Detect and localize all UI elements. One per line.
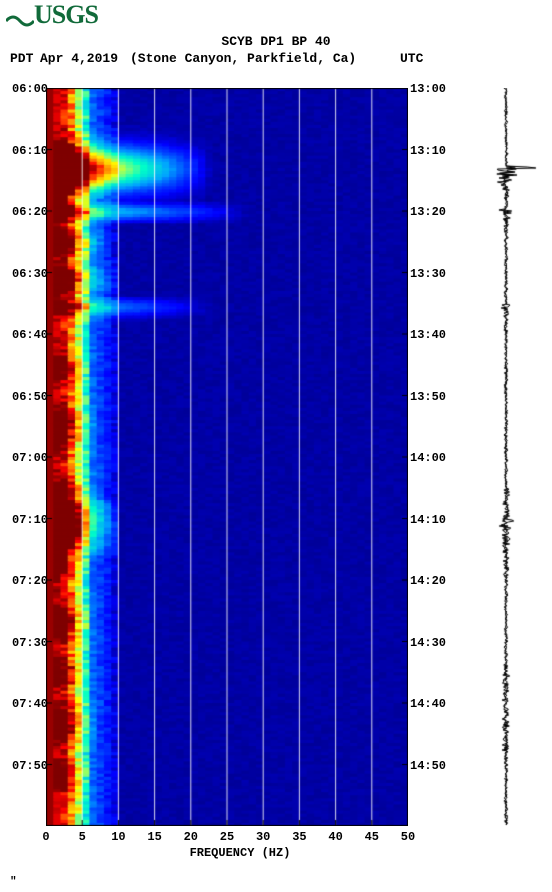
- left-time-tick: 07:50: [12, 759, 44, 773]
- right-time-tick: 13:50: [410, 390, 446, 404]
- left-time-tick: 06:30: [12, 267, 44, 281]
- right-time-tick: 14:40: [410, 697, 446, 711]
- right-time-tick: 13:10: [410, 144, 446, 158]
- left-time-tick: 07:10: [12, 513, 44, 527]
- left-time-tick: 06:10: [12, 144, 44, 158]
- x-axis-tick: 20: [179, 830, 203, 844]
- spectrogram-canvas: [46, 88, 408, 826]
- usgs-logo-text: USGS: [34, 0, 98, 29]
- timezone-right-label: UTC: [400, 51, 423, 66]
- seismogram-canvas: [467, 88, 545, 826]
- left-time-tick: 06:00: [12, 82, 44, 96]
- spectrogram-plot: [46, 88, 408, 826]
- right-time-tick: 13:00: [410, 82, 446, 96]
- right-time-tick: 14:00: [410, 451, 446, 465]
- x-axis-tick: 30: [251, 830, 275, 844]
- seismogram-plot: [467, 88, 545, 826]
- left-time-tick: 07:20: [12, 574, 44, 588]
- chart-date: Apr 4,2019: [40, 51, 118, 66]
- right-time-tick: 14:50: [410, 759, 446, 773]
- x-axis-title: FREQUENCY (HZ): [150, 846, 330, 860]
- right-time-tick: 13:30: [410, 267, 446, 281]
- left-time-tick: 07:00: [12, 451, 44, 465]
- x-axis-tick: 5: [70, 830, 94, 844]
- left-time-tick: 06:20: [12, 205, 44, 219]
- chart-title: SCYB DP1 BP 40: [0, 34, 552, 49]
- x-axis-tick: 50: [396, 830, 420, 844]
- left-time-tick: 07:30: [12, 636, 44, 650]
- x-axis-tick: 45: [360, 830, 384, 844]
- right-time-tick: 14:30: [410, 636, 446, 650]
- x-axis-tick: 35: [287, 830, 311, 844]
- x-axis-tick: 15: [143, 830, 167, 844]
- chart-header: SCYB DP1 BP 40 PDT Apr 4,2019 (Stone Can…: [0, 34, 552, 51]
- x-axis-tick: 0: [34, 830, 58, 844]
- right-time-tick: 13:40: [410, 328, 446, 342]
- station-label: (Stone Canyon, Parkfield, Ca): [130, 51, 356, 66]
- right-time-tick: 14:20: [410, 574, 446, 588]
- x-axis-tick: 40: [324, 830, 348, 844]
- right-time-tick: 14:10: [410, 513, 446, 527]
- footer-mark: ": [10, 876, 17, 888]
- left-time-tick: 06:40: [12, 328, 44, 342]
- timezone-left-label: PDT: [10, 51, 33, 66]
- right-time-tick: 13:20: [410, 205, 446, 219]
- left-time-tick: 06:50: [12, 390, 44, 404]
- left-time-tick: 07:40: [12, 697, 44, 711]
- usgs-logo: USGS: [6, 0, 98, 30]
- x-axis-tick: 10: [106, 830, 130, 844]
- x-axis-tick: 25: [215, 830, 239, 844]
